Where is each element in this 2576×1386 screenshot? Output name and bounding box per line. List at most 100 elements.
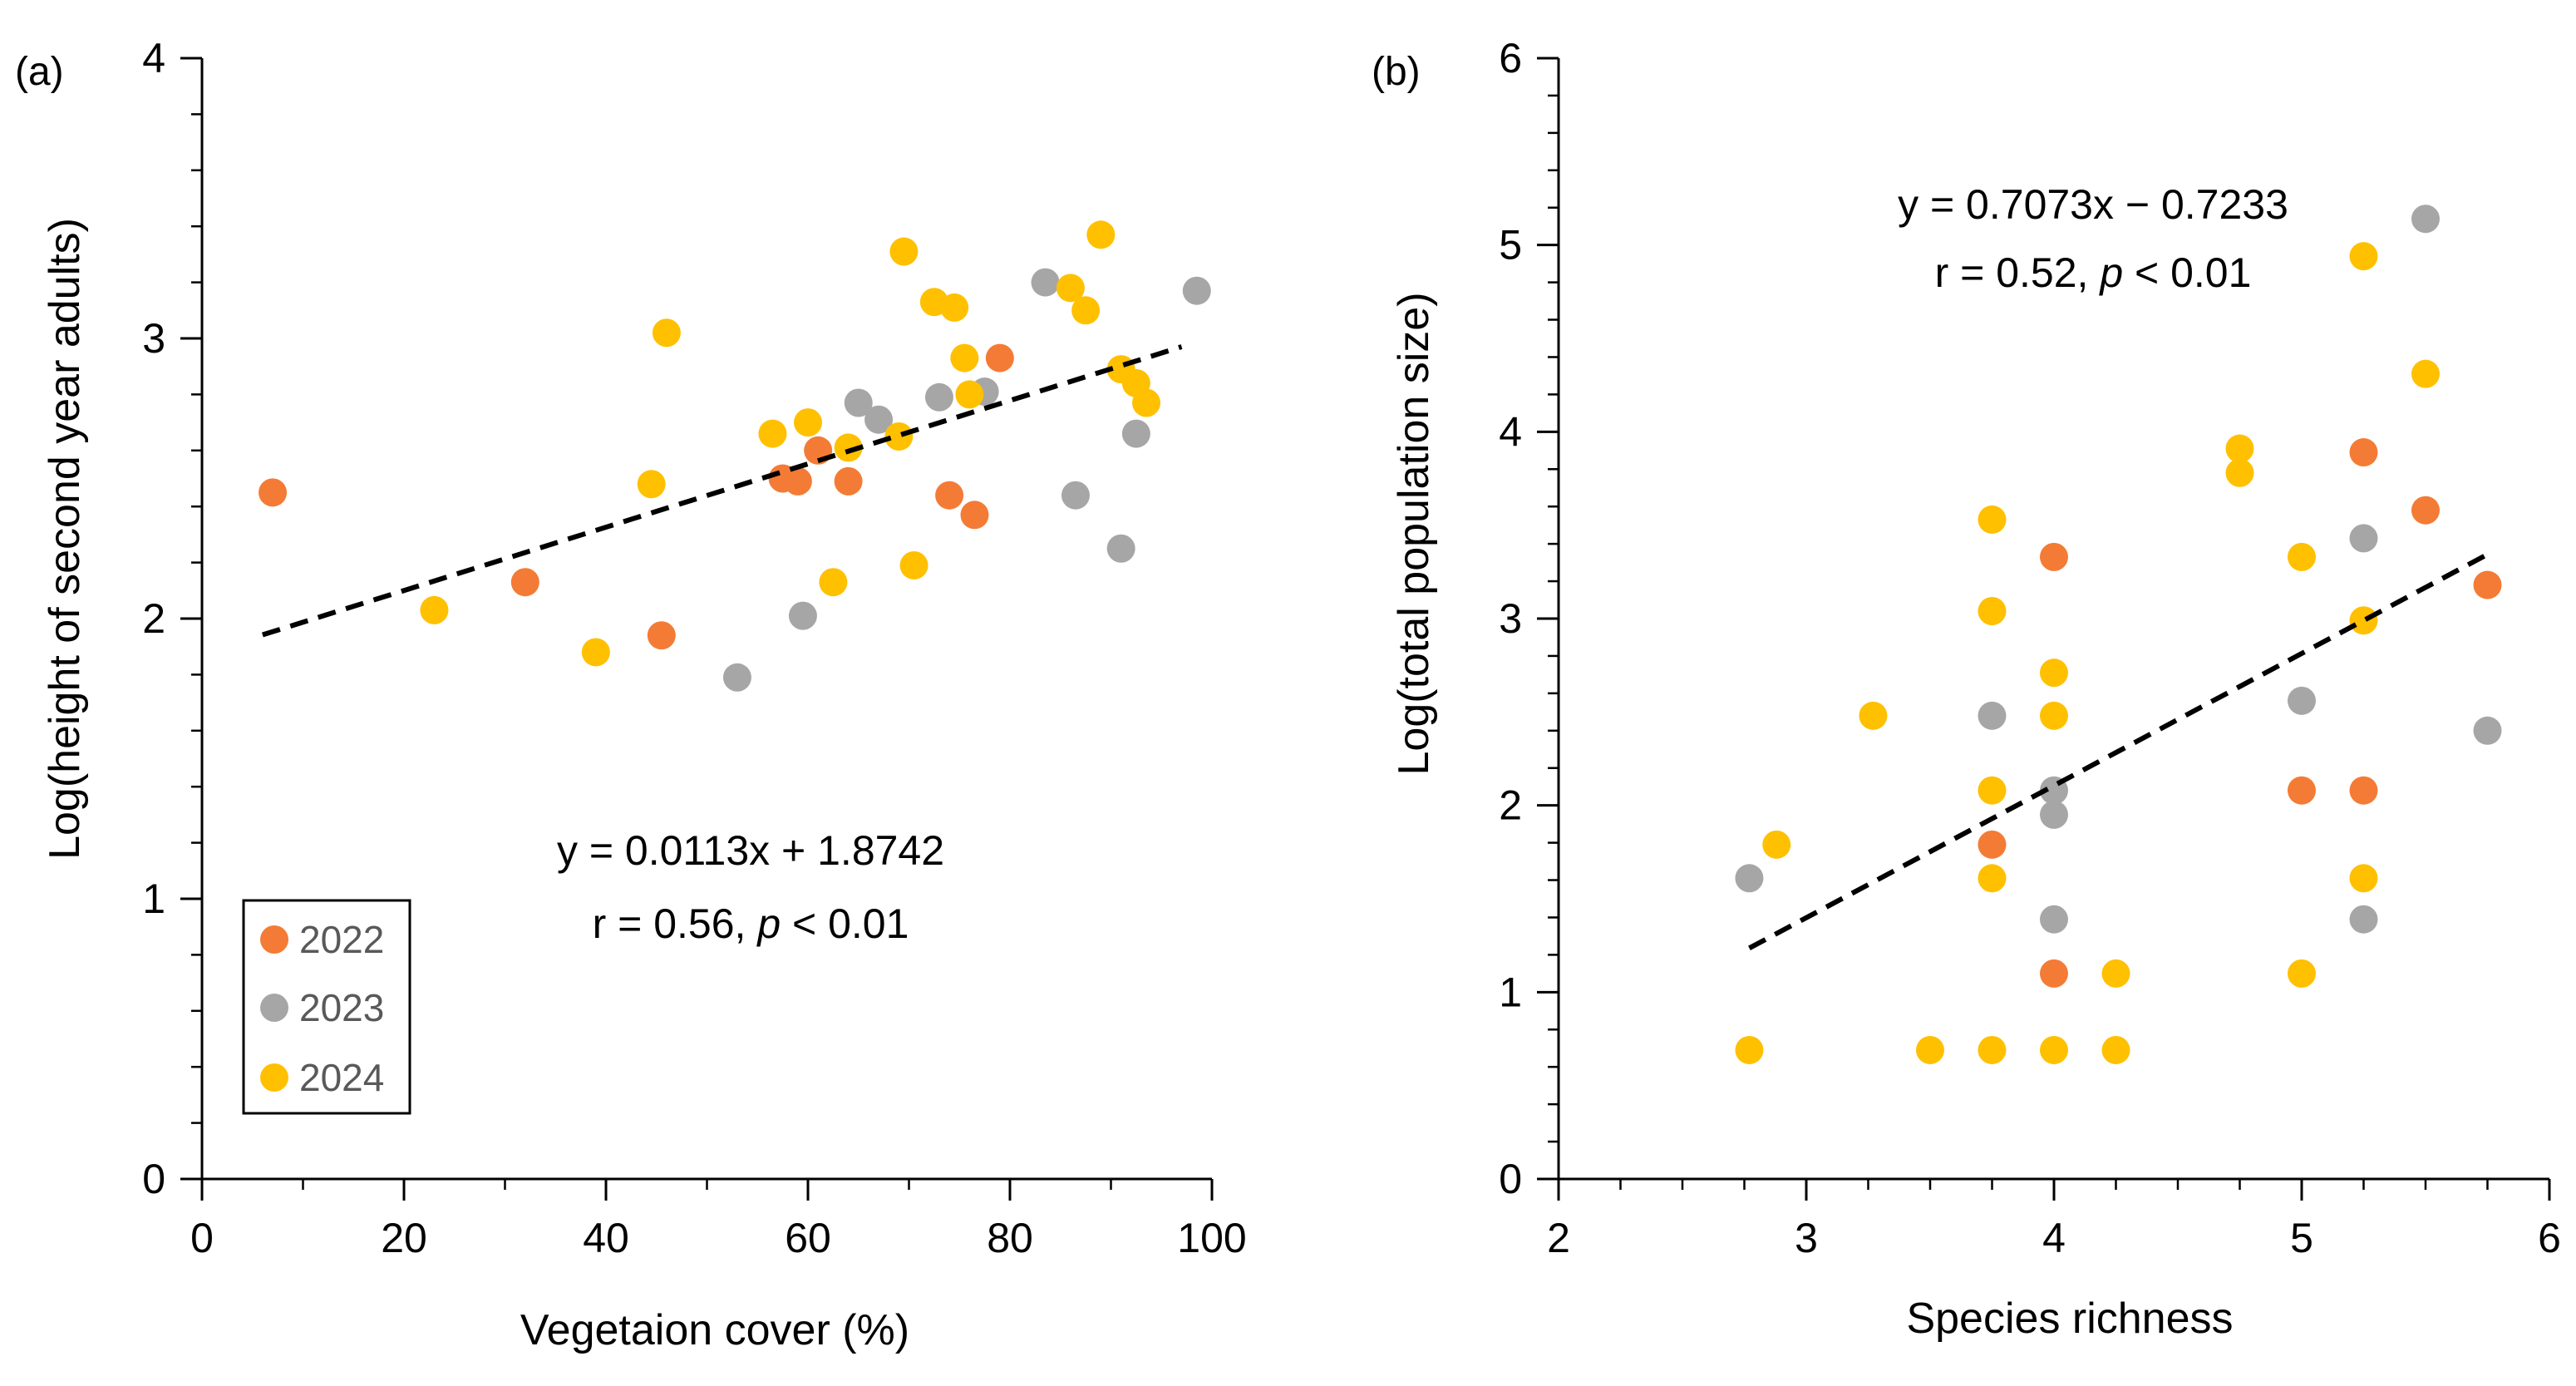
- panel-b-label: (b): [1372, 50, 1421, 94]
- panel-a-trendline: [262, 344, 1183, 638]
- data-point-2023: [1182, 276, 1211, 305]
- data-point-2024: [2225, 458, 2254, 487]
- panel-b-equation: y = 0.7073x − 0.7233: [1898, 181, 2288, 228]
- panel-b-trendline: [1748, 552, 2489, 950]
- y-tick-label: 1: [1499, 969, 1522, 1015]
- data-point-2024: [1978, 505, 2007, 534]
- y-tick-label: 0: [1499, 1156, 1522, 1202]
- data-point-2024: [1859, 701, 1888, 730]
- x-tick-label: 100: [1177, 1215, 1246, 1261]
- panel-b-y-axis-title: Log(total population size): [1390, 292, 1438, 775]
- data-point-2022: [935, 481, 964, 510]
- data-point-2022: [2288, 776, 2316, 805]
- panel-a-y-axis: 0 1 2 3 4: [142, 35, 204, 1202]
- legend-label-2022: 2022: [299, 918, 384, 961]
- panel-a-points: [259, 220, 1211, 692]
- panel-a-stats: r = 0.56, p < 0.01: [593, 900, 909, 947]
- data-point-2024: [652, 318, 681, 348]
- panel-b-y-axis: 0 1 2 3 4 5 6: [1499, 35, 1560, 1202]
- x-tick-label: 0: [190, 1215, 214, 1261]
- data-point-2024: [2411, 359, 2440, 388]
- data-point-2023: [844, 388, 873, 417]
- data-point-2022: [2411, 496, 2440, 525]
- data-point-2022: [2349, 438, 2378, 467]
- x-tick-label: 3: [1795, 1215, 1818, 1261]
- data-point-2023: [1106, 534, 1135, 563]
- data-point-2022: [1978, 830, 2007, 859]
- panel-b-scatter-chart: (b) 0 1 2 3 4 5 6 2 3 4 5 6 Log(total population s…: [1372, 35, 2561, 1343]
- data-point-2024: [758, 419, 787, 448]
- y-tick-label: 3: [1499, 595, 1522, 642]
- data-point-2022: [783, 466, 812, 496]
- data-point-2022: [2473, 570, 2502, 599]
- data-point-2023: [864, 405, 894, 434]
- panel-b-x-axis: 2 3 4 5 6: [1547, 1177, 2561, 1261]
- trendline: [1748, 552, 2489, 950]
- data-point-2024: [1071, 296, 1101, 325]
- y-tick-label: 2: [142, 595, 165, 642]
- x-tick-label: 20: [381, 1215, 427, 1261]
- data-point-2024: [819, 568, 848, 597]
- data-point-2024: [794, 408, 822, 437]
- y-tick-label: 6: [1499, 35, 1522, 81]
- data-point-2024: [955, 380, 984, 409]
- data-point-2024: [2288, 959, 2316, 988]
- panel-a-legend: 2022 2023 2024: [242, 899, 411, 1115]
- legend-marker-2024: [260, 1063, 288, 1092]
- data-point-2024: [1978, 1035, 2007, 1064]
- data-point-2024: [2349, 864, 2378, 893]
- panel-b-stats-threshold: < 0.01: [2123, 249, 2251, 296]
- data-point-2022: [2040, 542, 2068, 571]
- y-tick-label: 3: [142, 315, 165, 362]
- data-point-2024: [2349, 606, 2378, 635]
- data-point-2023: [2349, 905, 2378, 934]
- panel-a-x-axis: 0 20 40 60 80 100: [190, 1177, 1247, 1261]
- data-point-2024: [2349, 242, 2378, 271]
- y-tick-label: 5: [1499, 222, 1522, 269]
- x-tick-label: 60: [785, 1215, 831, 1261]
- data-point-2023: [2040, 905, 2068, 934]
- panel-a-x-axis-title: Vegetaion cover (%): [520, 1306, 909, 1354]
- data-point-2024: [950, 343, 979, 372]
- data-point-2022: [960, 501, 989, 530]
- x-tick-label: 80: [987, 1215, 1033, 1261]
- data-point-2024: [2101, 959, 2130, 988]
- y-tick-label: 0: [142, 1156, 165, 1202]
- data-point-2023: [1121, 419, 1150, 448]
- data-point-2024: [940, 293, 969, 322]
- data-point-2024: [1132, 388, 1161, 417]
- data-point-2024: [1735, 1035, 1764, 1064]
- legend-marker-2022: [260, 925, 288, 954]
- panel-a-label: (a): [15, 50, 64, 94]
- data-point-2022: [834, 466, 863, 496]
- data-point-2023: [788, 601, 817, 630]
- data-point-2023: [924, 382, 953, 412]
- data-point-2024: [1978, 864, 2007, 893]
- data-point-2024: [2040, 701, 2068, 730]
- panel-a-stats-threshold: < 0.01: [781, 900, 909, 947]
- data-point-2024: [884, 422, 914, 451]
- data-point-2024: [899, 550, 928, 580]
- data-point-2023: [2473, 716, 2502, 745]
- trendline: [262, 344, 1183, 638]
- panel-b-stats-p: p: [2098, 249, 2123, 296]
- data-point-2024: [1762, 830, 1791, 859]
- data-point-2023: [1978, 701, 2007, 730]
- data-point-2024: [1978, 776, 2007, 805]
- data-point-2023: [1061, 481, 1090, 510]
- x-tick-label: 40: [583, 1215, 629, 1261]
- data-point-2024: [1978, 597, 2007, 626]
- data-point-2024: [834, 433, 863, 462]
- data-point-2024: [2040, 1035, 2068, 1064]
- data-point-2022: [510, 568, 539, 597]
- y-tick-label: 4: [1499, 408, 1522, 455]
- data-point-2022: [259, 478, 288, 507]
- panel-a-stats-p: p: [756, 900, 781, 947]
- data-point-2022: [985, 343, 1014, 372]
- data-point-2024: [2101, 1035, 2130, 1064]
- y-tick-label: 4: [142, 35, 165, 81]
- legend-marker-2023: [260, 994, 288, 1022]
- x-tick-label: 6: [2538, 1215, 2561, 1261]
- data-point-2022: [647, 621, 676, 650]
